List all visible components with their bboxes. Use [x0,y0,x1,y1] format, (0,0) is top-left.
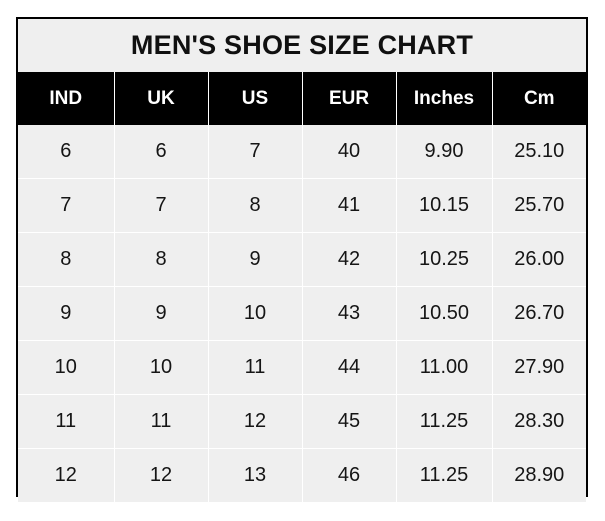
table-header: IND UK US EUR Inches Cm [18,72,586,125]
cell-inches: 11.25 [396,394,493,449]
cell-cm: 26.70 [492,286,586,341]
table-row: 12 12 13 46 11.25 28.90 [18,448,586,502]
cell-us: 13 [208,448,303,502]
cell-cm: 28.90 [492,448,586,502]
table-body: 6 6 7 40 9.90 25.10 7 7 8 41 10.15 25.70… [18,125,586,502]
cell-eur: 44 [302,340,397,395]
cell-ind: 6 [18,125,115,179]
cell-cm: 28.30 [492,394,586,449]
table-row: 11 11 12 45 11.25 28.30 [18,394,586,449]
cell-uk: 8 [114,232,209,287]
cell-uk: 9 [114,286,209,341]
cell-cm: 26.00 [492,232,586,287]
chart-title-band: MEN'S SHOE SIZE CHART [18,19,586,72]
table-row: 7 7 8 41 10.15 25.70 [18,178,586,233]
cell-cm: 25.10 [492,125,586,179]
cell-us: 8 [208,178,303,233]
column-header-inches: Inches [396,72,493,125]
cell-inches: 10.50 [396,286,493,341]
cell-eur: 41 [302,178,397,233]
cell-ind: 7 [18,178,115,233]
cell-eur: 46 [302,448,397,502]
size-chart-table-container: MEN'S SHOE SIZE CHART IND UK US EUR Inch… [16,17,588,502]
cell-inches: 11.00 [396,340,493,395]
column-header-us: US [208,72,303,125]
cell-inches: 11.25 [396,448,493,502]
table-header-row: IND UK US EUR Inches Cm [18,72,586,125]
column-header-uk: UK [114,72,209,125]
cell-cm: 25.70 [492,178,586,233]
cell-ind: 11 [18,394,115,449]
cell-eur: 40 [302,125,397,179]
cell-ind: 10 [18,340,115,395]
cell-us: 11 [208,340,303,395]
page-title: MEN'S SHOE SIZE CHART [130,30,474,60]
cell-inches: 10.25 [396,232,493,287]
cell-uk: 10 [114,340,209,395]
table-row: 8 8 9 42 10.25 26.00 [18,232,586,287]
cell-cm: 27.90 [492,340,586,395]
cell-inches: 9.90 [396,125,493,179]
cell-eur: 45 [302,394,397,449]
cell-us: 10 [208,286,303,341]
cell-eur: 43 [302,286,397,341]
table-row: 6 6 7 40 9.90 25.10 [18,125,586,179]
column-header-ind: IND [18,72,115,125]
cell-ind: 8 [18,232,115,287]
cell-eur: 42 [302,232,397,287]
cell-us: 7 [208,125,303,179]
cell-uk: 11 [114,394,209,449]
cell-uk: 6 [114,125,209,179]
shoe-size-table: IND UK US EUR Inches Cm 6 6 7 40 9.90 25… [18,72,586,502]
cell-ind: 9 [18,286,115,341]
table-row: 9 9 10 43 10.50 26.70 [18,286,586,341]
cell-uk: 12 [114,448,209,502]
column-header-eur: EUR [302,72,397,125]
cell-us: 9 [208,232,303,287]
cell-ind: 12 [18,448,115,502]
cell-uk: 7 [114,178,209,233]
cell-us: 12 [208,394,303,449]
cell-inches: 10.15 [396,178,493,233]
table-row: 10 10 11 44 11.00 27.90 [18,340,586,395]
column-header-cm: Cm [492,72,586,125]
